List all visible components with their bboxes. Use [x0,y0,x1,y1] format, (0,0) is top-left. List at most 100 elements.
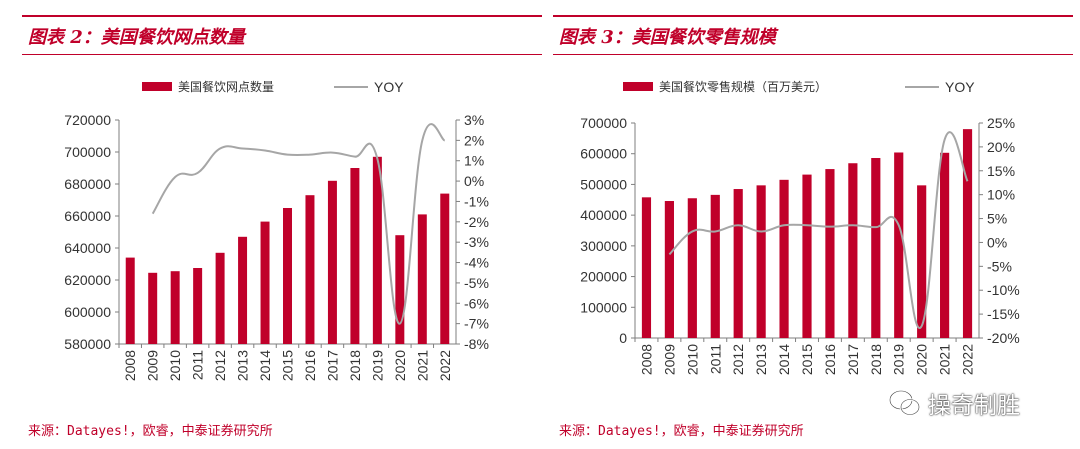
bar [260,221,270,344]
yoy-line [151,123,446,325]
watermark: 操奇制胜 [888,385,1020,421]
right-tick-label: -8% [464,336,489,352]
left-tick-label: 0 [619,330,627,346]
right-tick-label: 15% [987,163,1015,179]
x-tick-label: 2018 [347,350,363,381]
left-tick-label: 680000 [64,176,111,192]
bar [193,268,203,344]
x-tick-label: 2022 [437,350,453,381]
left-tick-label: 620000 [64,272,111,288]
bar [170,271,180,344]
right-tick-label: 25% [987,115,1015,131]
chart-title: 图表 3：美国餐饮零售规模 [559,27,776,48]
legend-bar-swatch [623,82,653,91]
right-tick-label: -2% [464,214,489,230]
x-tick-label: 2011 [707,344,723,374]
bar [687,198,697,338]
bar [417,214,427,344]
x-tick-label: 2014 [257,350,273,381]
right-tick-label: -1% [464,193,489,209]
bar [350,168,360,344]
left-tick-label: 700000 [64,144,111,160]
right-tick-label: -4% [464,255,489,271]
right-tick-label: -6% [464,295,489,311]
chart-source: 来源：Datayes!，欧睿，中泰证券研究所 [28,424,273,439]
x-tick-label: 2018 [868,344,884,375]
chart-title: 图表 2：美国餐饮网点数量 [28,27,245,48]
right-tick-label: -15% [987,306,1020,322]
x-tick-label: 2010 [167,350,183,381]
bar [917,185,927,338]
right-tick-label: 5% [987,211,1007,227]
legend-line-label: YOY [374,79,404,95]
bar [962,129,973,338]
bar [710,194,720,338]
bar [848,163,858,338]
bar [327,180,337,344]
right-tick-label: 0% [987,234,1007,250]
left-tick-label: 720000 [64,112,111,128]
x-tick-label: 2010 [684,344,700,375]
right-tick-label: -5% [464,275,489,291]
bar [238,236,248,344]
x-tick-label: 2012 [212,350,228,381]
bar [733,189,743,338]
x-tick-label: 2019 [369,350,385,381]
bar [125,257,135,344]
x-tick-label: 2021 [937,344,953,375]
x-tick-label: 2016 [302,350,318,381]
title-rule-bottom [22,54,542,55]
bar [641,197,652,338]
bar [440,193,450,344]
title-rule-bottom [553,54,1073,55]
right-tick-label: 0% [464,173,484,189]
right-tick-label: -5% [987,258,1012,274]
right-tick-label: -7% [464,316,489,332]
left-tick-label: 500000 [580,176,627,192]
bar [395,235,405,344]
wechat-icon [888,389,921,416]
bar [372,156,382,344]
bar [871,158,881,338]
x-tick-label: 2019 [891,344,907,375]
x-tick-label: 2014 [776,344,792,375]
title-rule-top [553,15,1073,17]
bar [802,174,812,338]
bar [756,185,766,338]
chart-panel-retail: 图表 3：美国餐饮零售规模 美国餐饮零售规模（百万美元） YOY 0 100000 20… [553,0,1073,449]
left-tick-label: 300000 [580,238,627,254]
right-tick-label: 3% [464,112,484,128]
x-tick-label: 2009 [661,344,677,375]
bar [779,179,789,338]
bar [664,201,674,338]
x-tick-label: 2009 [145,350,161,381]
legend-line-label: YOY [945,79,975,95]
x-tick-label: 2011 [190,350,206,380]
bar [215,252,225,344]
x-tick-label: 2020 [392,350,408,381]
yoy-line [668,131,969,330]
outlets-chart: 美国餐饮网点数量 YOY 580000 600000 620000 640000 66000… [64,79,489,381]
bar [940,152,950,338]
right-tick-label: 20% [987,139,1015,155]
bar [825,169,835,338]
x-tick-label: 2013 [235,350,251,381]
left-tick-label: 600000 [64,304,111,320]
title-rule-top [22,15,542,17]
right-tick-label: 2% [464,132,484,148]
x-tick-label: 2021 [414,350,430,381]
x-tick-label: 2013 [753,344,769,375]
legend-bar-swatch [142,82,172,91]
x-tick-label: 2015 [280,350,296,381]
x-tick-label: 2008 [122,350,138,381]
x-tick-label: 2022 [960,344,976,375]
right-tick-label: -20% [987,330,1020,346]
x-tick-label: 2016 [822,344,838,375]
x-tick-label: 2017 [845,344,861,375]
left-tick-label: 660000 [64,208,111,224]
left-tick-label: 640000 [64,240,111,256]
x-tick-label: 2008 [638,344,654,375]
x-tick-label: 2012 [730,344,746,375]
retail-chart: 美国餐饮零售规模（百万美元） YOY 0 100000 200000 300000 4000… [580,79,1020,375]
left-tick-label: 400000 [580,207,627,223]
